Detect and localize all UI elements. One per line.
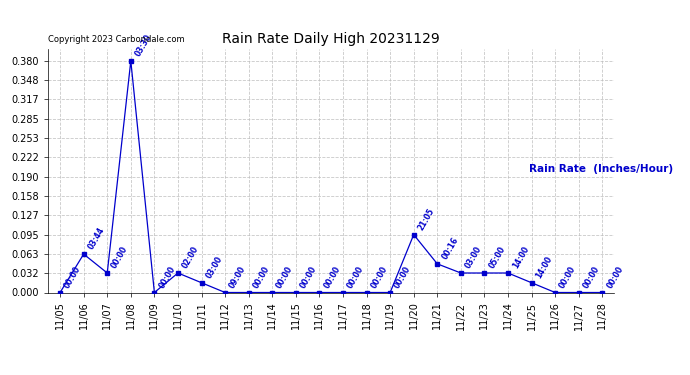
Text: 00:00: 00:00	[251, 264, 271, 290]
Text: 21:05: 21:05	[417, 207, 436, 232]
Text: 05:00: 05:00	[487, 245, 507, 270]
Text: 00:00: 00:00	[558, 264, 578, 290]
Text: 03:00: 03:00	[464, 245, 484, 270]
Text: 14:00: 14:00	[534, 255, 554, 280]
Text: 00:00: 00:00	[582, 264, 602, 290]
Text: 00:00: 00:00	[157, 264, 177, 290]
Text: 00:00: 00:00	[63, 264, 83, 290]
Text: 00:00: 00:00	[275, 264, 295, 290]
Text: 02:00: 02:00	[181, 245, 201, 270]
Text: 00:00: 00:00	[393, 264, 413, 290]
Text: 00:16: 00:16	[440, 236, 460, 261]
Text: 00:00: 00:00	[369, 264, 389, 290]
Text: 00:00: 00:00	[322, 264, 342, 290]
Text: 03:00: 03:00	[204, 255, 224, 280]
Text: 03:44: 03:44	[86, 226, 106, 251]
Text: 00:00: 00:00	[299, 264, 319, 290]
Text: 00:00: 00:00	[110, 245, 130, 270]
Text: Copyright 2023 Carbondale.com: Copyright 2023 Carbondale.com	[48, 35, 185, 44]
Text: 00:00: 00:00	[605, 264, 625, 290]
Title: Rain Rate Daily High 20231129: Rain Rate Daily High 20231129	[222, 32, 440, 46]
Text: 14:00: 14:00	[511, 245, 531, 270]
Text: 00:00: 00:00	[346, 264, 366, 290]
Text: 03:30: 03:30	[134, 33, 153, 58]
Text: 09:00: 09:00	[228, 264, 248, 290]
Text: Rain Rate  (Inches/Hour): Rain Rate (Inches/Hour)	[529, 164, 673, 174]
